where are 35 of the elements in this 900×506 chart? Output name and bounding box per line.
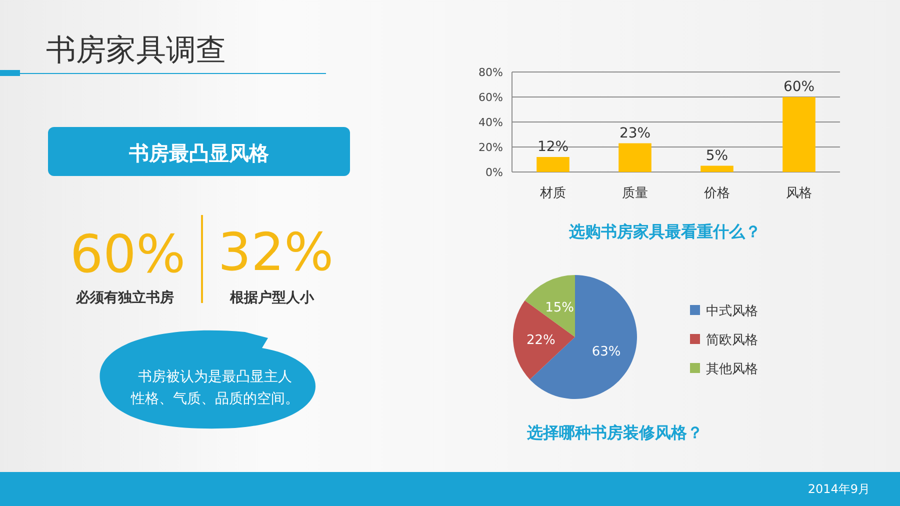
legend-label: 其他风格	[706, 362, 758, 377]
x-tick-label: 质量	[622, 186, 648, 201]
x-tick-label: 价格	[703, 186, 730, 201]
text: 60%	[70, 225, 186, 285]
data-label: 15%	[545, 300, 574, 316]
y-tick-label: 40%	[478, 116, 503, 129]
bar	[536, 157, 570, 172]
text: 选购书房家具最看重什么？	[568, 222, 761, 241]
pie-slice	[530, 275, 637, 399]
data-label: 60%	[783, 79, 815, 95]
y-tick-label: 20%	[478, 141, 503, 154]
text: 书房被认为是最凸显主人性格、气质、品质的空间。	[130, 369, 299, 407]
y-tick-label: 80%	[478, 66, 503, 79]
bar	[700, 166, 734, 172]
data-label: 5%	[706, 148, 728, 164]
bar	[618, 143, 652, 172]
y-tick-label: 60%	[478, 91, 503, 104]
y-tick-label: 0%	[486, 166, 503, 179]
text: 选择哪种书房装修风格？	[526, 423, 703, 442]
text: 根据户型人小	[229, 289, 315, 306]
text: 2014年9月	[808, 482, 870, 496]
text: 书房家具调查	[46, 33, 226, 68]
x-tick-label: 风格	[786, 186, 812, 201]
data-label: 12%	[537, 139, 569, 155]
pie-slice	[513, 300, 575, 380]
bar	[782, 97, 816, 172]
legend-label: 简欧风格	[706, 333, 758, 348]
text: 书房最凸显风格	[128, 141, 270, 165]
text: 32%	[218, 223, 334, 283]
data-label: 63%	[592, 344, 621, 360]
data-label: 22%	[526, 333, 556, 348]
x-tick-label: 材质	[539, 186, 566, 201]
data-label: 23%	[619, 125, 651, 142]
legend-label: 中式风格	[706, 304, 758, 319]
text: 必须有独立书房	[75, 289, 174, 306]
